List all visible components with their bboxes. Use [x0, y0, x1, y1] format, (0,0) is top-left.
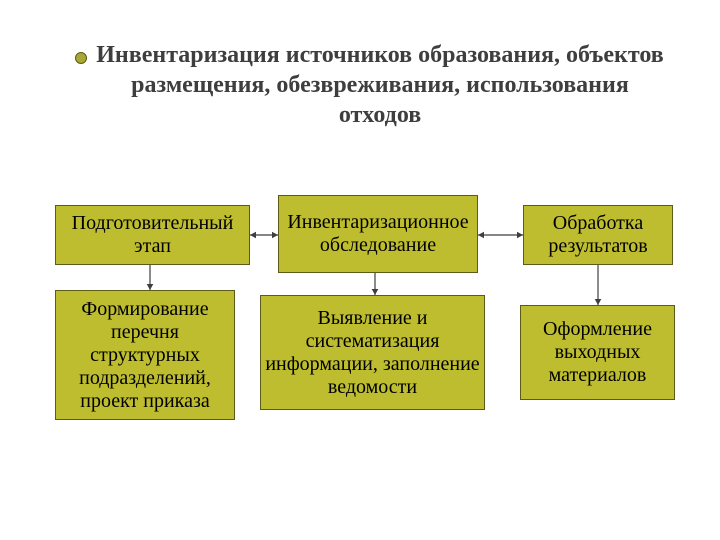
title-bullet — [75, 52, 87, 64]
diagram-title: Инвентаризация источников образования, о… — [90, 40, 670, 130]
node-n4: Формирование перечня структурных подразд… — [55, 290, 235, 420]
node-n5: Выявление и систематизация информации, з… — [260, 295, 485, 410]
diagram-canvas: Инвентаризация источников образования, о… — [0, 0, 720, 540]
node-n1: Подготовительный этап — [55, 205, 250, 265]
node-n3: Обработка результатов — [523, 205, 673, 265]
node-n6: Оформление выходных материалов — [520, 305, 675, 400]
node-n2: Инвентаризационное обследование — [278, 195, 478, 273]
